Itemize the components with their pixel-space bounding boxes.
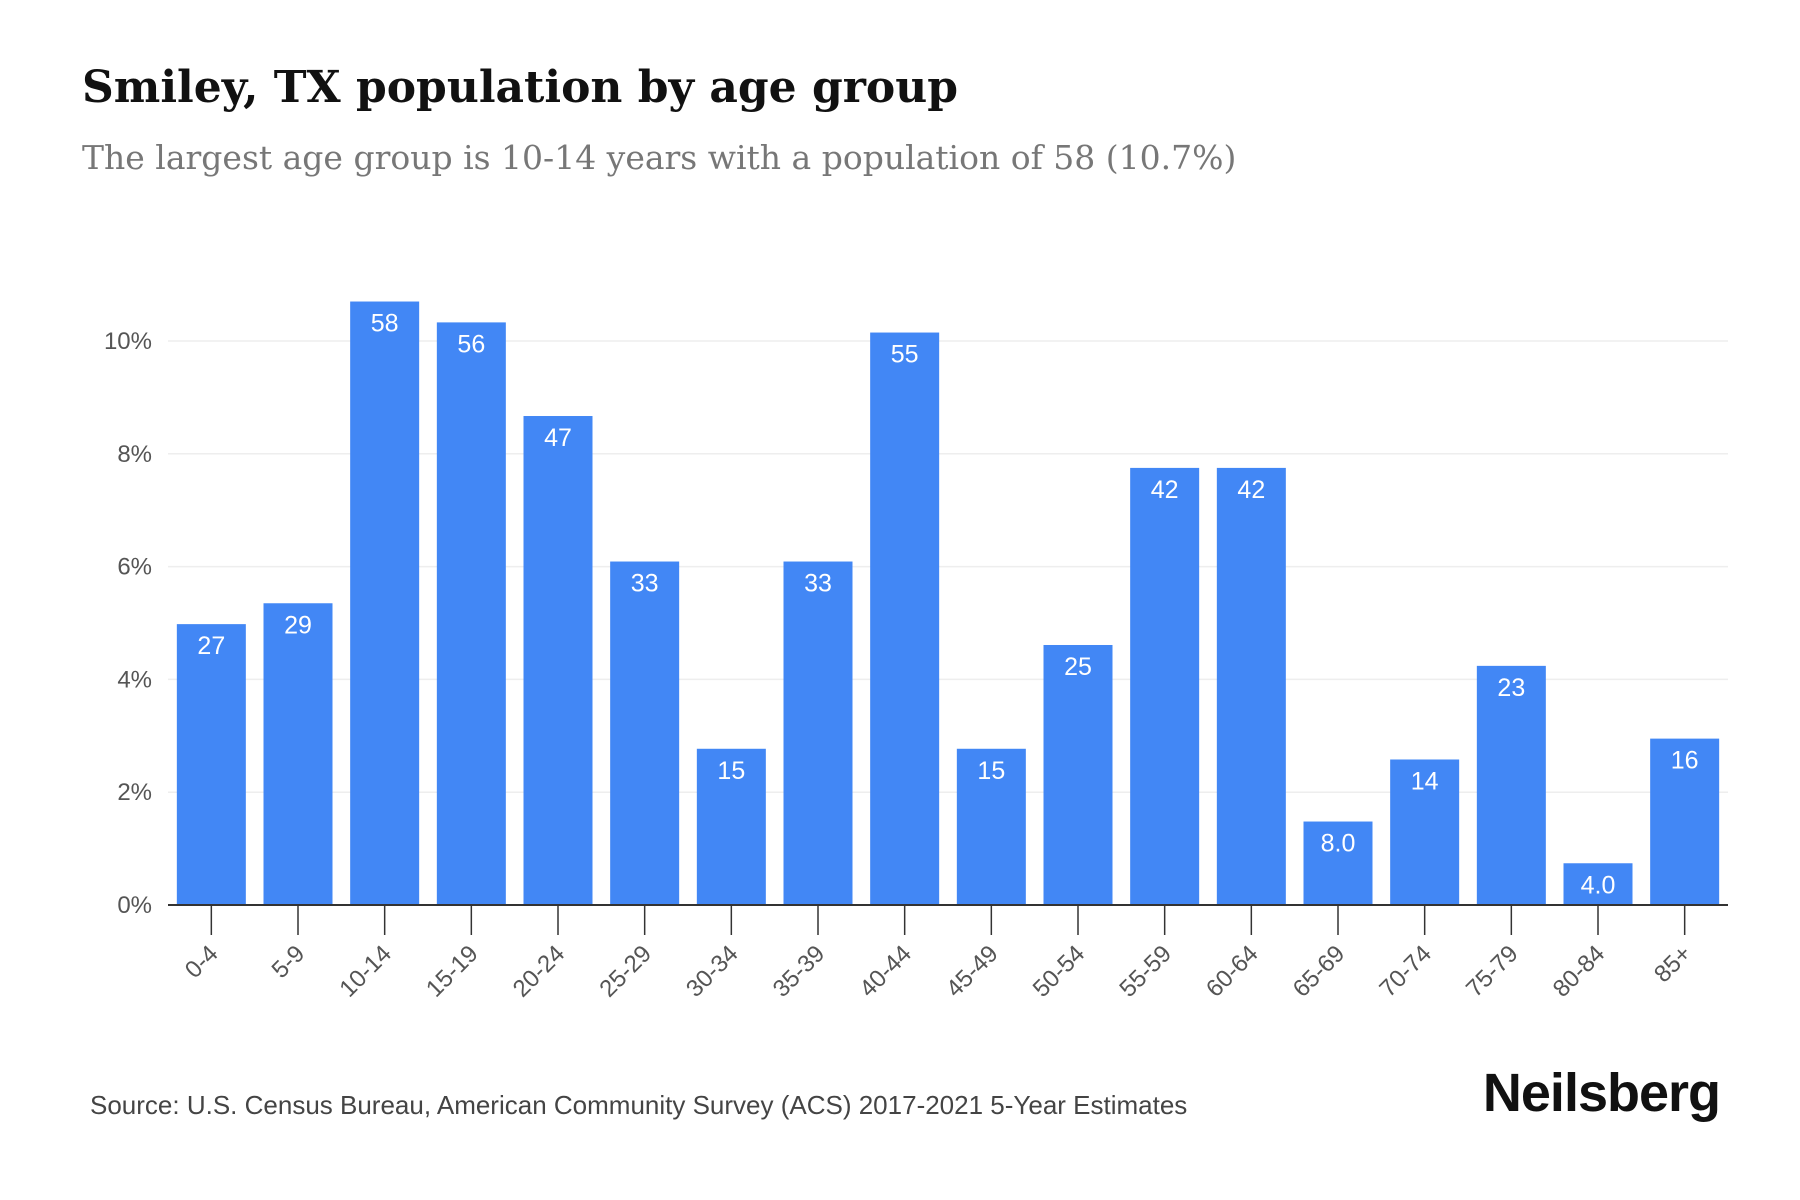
y-tick-label: 10% [104,328,152,355]
bar [1476,665,1546,905]
bar [1650,738,1720,905]
bar [523,416,593,905]
y-axis-ticks: 0% 2% 4% 6% 8% 10% [104,328,152,919]
bar-data-label: 47 [544,424,572,452]
x-axis-ticks: 0-4 5-9 10-14 15-19 20-24 25-29 30-34 35-39 40-4… [180,905,1697,1003]
source-note: Source: U.S. Census Bureau, American Com… [90,1090,1188,1120]
bar [1563,863,1633,905]
bar [956,748,1026,905]
x-tick-label: 20-24 [508,940,571,1003]
bar [1216,467,1286,905]
bar [176,624,246,905]
x-tick-label: 75-79 [1461,940,1524,1003]
bar-data-label: 16 [1671,747,1699,775]
gridlines [168,340,1728,793]
x-tick-label: 50-54 [1028,940,1091,1003]
bar-data-label: 58 [371,310,399,338]
bar-data-label: 14 [1411,767,1439,795]
bars: 27 29 58 56 47 33 15 33 55 15 25 42 42 8.0 14 23 4.0 16 [176,301,1720,905]
x-tick-label: 65-69 [1288,940,1351,1003]
bar [1303,821,1373,905]
bar-data-label: 27 [197,632,225,660]
y-tick-label: 6% [117,554,152,581]
x-tick-label: 40-44 [854,940,917,1003]
bar-data-label: 4.0 [1581,871,1616,899]
x-tick-label: 45-49 [941,940,1004,1003]
brand-logo: Neilsberg [1482,1063,1721,1123]
x-tick-label: 60-64 [1201,940,1264,1003]
bar [263,603,333,905]
x-tick-label: 35-39 [768,940,831,1003]
bar-data-label: 33 [804,570,832,598]
x-tick-label: 25-29 [594,940,657,1003]
bar [696,748,766,905]
bar-data-label: 25 [1064,653,1092,681]
y-tick-label: 8% [117,441,152,468]
bar-data-label: 8.0 [1321,830,1356,858]
bar [350,301,420,905]
bar-data-label: 56 [457,330,485,358]
y-tick-label: 0% [117,892,152,919]
chart-subtitle: The largest age group is 10-14 years wit… [82,138,1237,177]
bar [1130,467,1200,905]
bar [610,561,680,905]
x-tick-label: 30-34 [681,940,744,1003]
chart-title: Smiley, TX population by age group [82,62,959,113]
bar-data-label: 29 [284,611,312,639]
bar-data-label: 42 [1237,476,1265,504]
bar-data-label: 55 [891,341,919,369]
bar [1390,759,1460,905]
x-tick-label: 70-74 [1374,940,1437,1003]
bar [783,561,853,905]
x-tick-label: 80-84 [1548,940,1611,1003]
bar [870,332,940,905]
bar [1043,644,1113,905]
bar-data-label: 33 [631,570,659,598]
bar-chart: 27 29 58 56 47 33 15 33 55 15 25 42 42 8.0 14 23 4.0 16 0… [104,301,1728,1003]
x-tick-label: 55-59 [1114,940,1177,1003]
x-tick-label: 10-14 [334,940,397,1003]
bar [436,322,506,905]
x-tick-label: 5-9 [267,940,311,984]
x-tick-label: 85+ [1649,940,1697,988]
y-tick-label: 2% [117,779,152,806]
bar-data-label: 15 [977,757,1005,785]
x-tick-label: 15-19 [421,940,484,1003]
bar-data-label: 15 [717,757,745,785]
y-tick-label: 4% [117,666,152,693]
bar-data-label: 42 [1151,476,1179,504]
x-tick-label: 0-4 [180,940,224,984]
bar-data-label: 23 [1497,674,1525,702]
